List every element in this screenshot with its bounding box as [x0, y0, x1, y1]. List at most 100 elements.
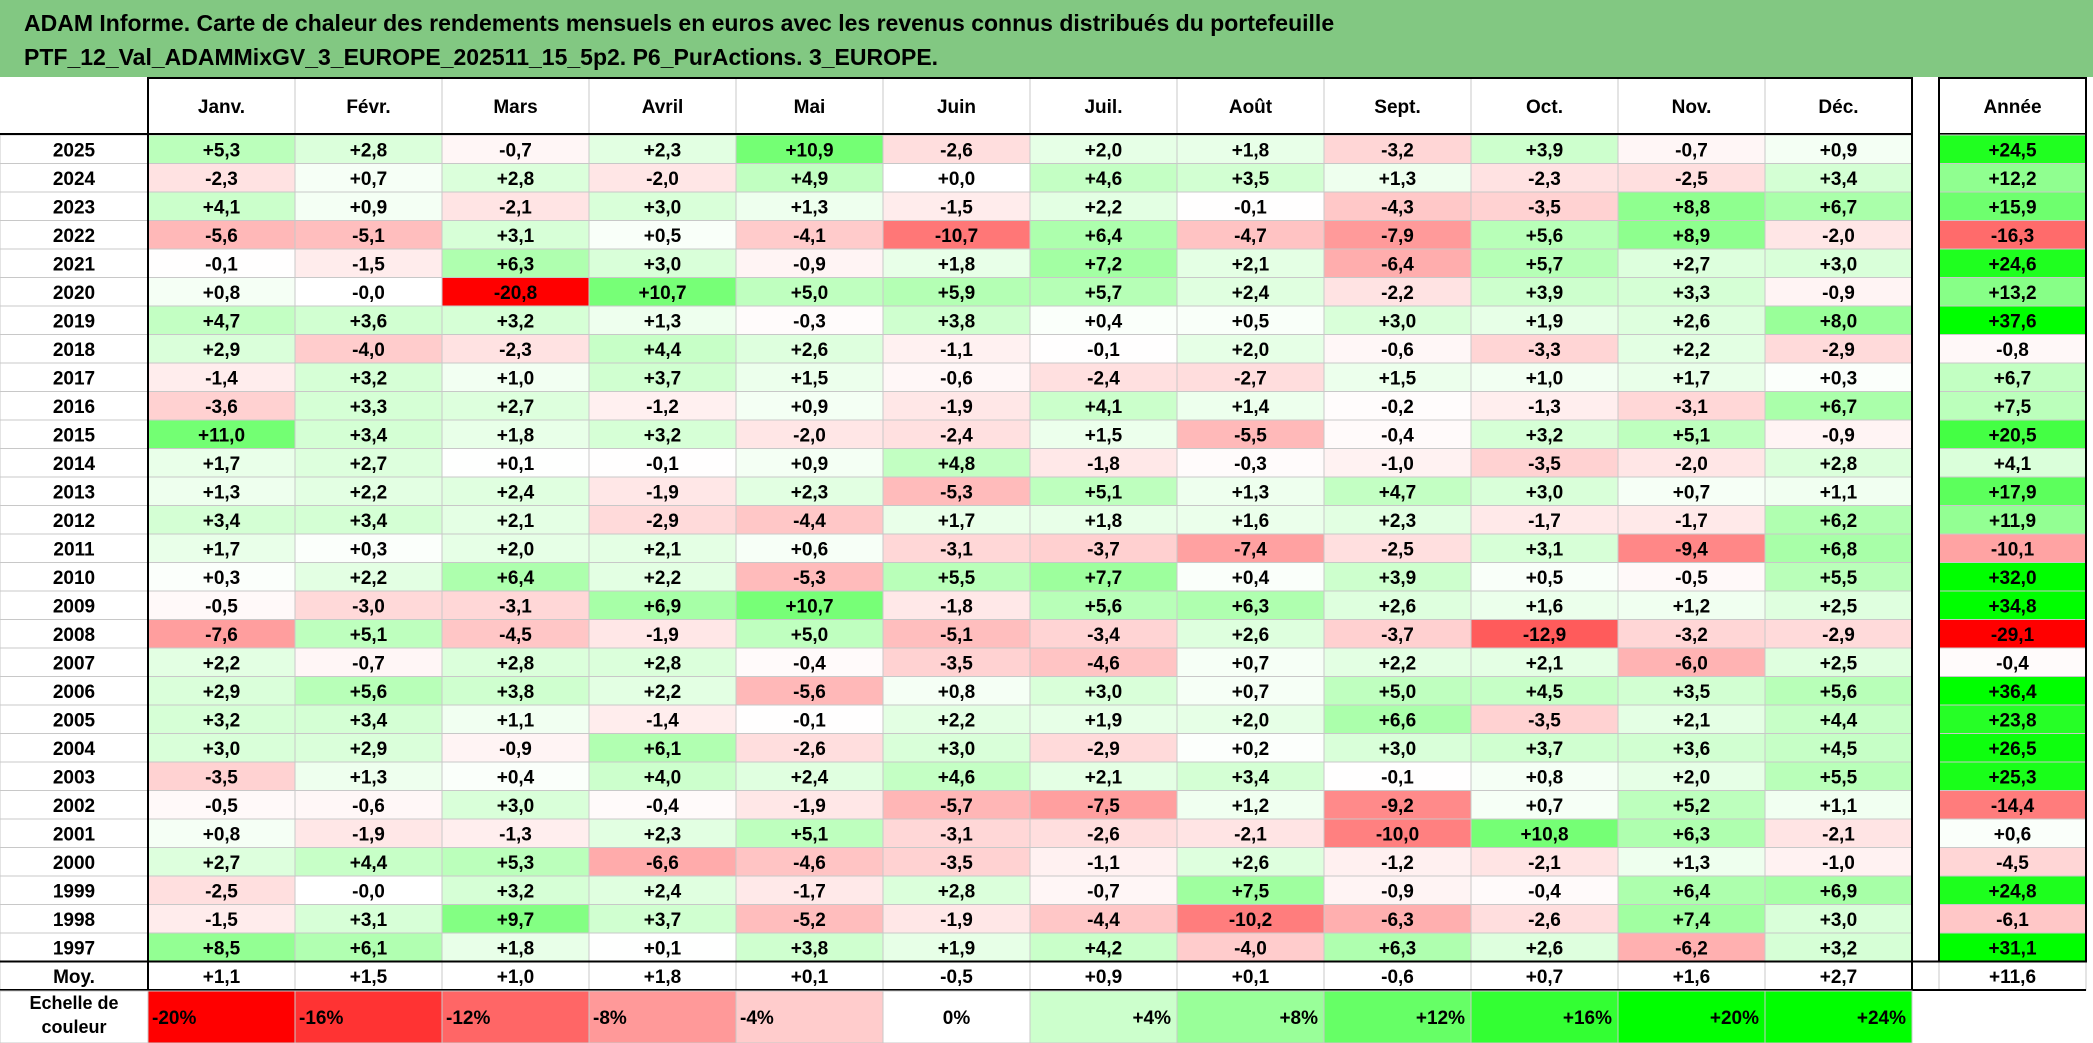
cell-value: -0,4: [793, 653, 826, 674]
heatmap-cell: [882, 619, 1031, 649]
annual-value: -29,1: [1991, 625, 2035, 646]
cell-value: +1,5: [1085, 425, 1123, 446]
heatmap-cell: [1470, 904, 1619, 934]
heatmap-cell: [1617, 647, 1766, 677]
year-cell: [0, 818, 149, 848]
cell-value: +2,1: [1526, 653, 1564, 674]
heatmap-cell: [1470, 448, 1619, 478]
annual-value: -6,1: [1996, 910, 2029, 931]
cell-value: +4,0: [644, 767, 682, 788]
heatmap-cell: [1176, 704, 1325, 734]
heatmap-cell: [1764, 875, 1913, 905]
cell-value: -2,0: [1675, 454, 1708, 475]
average-cell: [1470, 961, 1619, 991]
annual-header: Année: [1983, 97, 2041, 118]
cell-value: +3,0: [497, 796, 535, 817]
month-header-2: Mars: [493, 97, 537, 118]
cell-value: +3,2: [644, 425, 682, 446]
cell-value: -7,6: [205, 625, 238, 646]
heatmap-cell: [1323, 590, 1472, 620]
cell-value: +5,9: [938, 283, 976, 304]
cell-value: +2,0: [1085, 140, 1123, 161]
heatmap-cell: [1323, 818, 1472, 848]
cell-value: -1,5: [205, 910, 238, 931]
heatmap-cell: [294, 191, 443, 221]
heatmap-cell: [1470, 932, 1619, 962]
cell-value: +3,9: [1526, 283, 1564, 304]
heatmap-cell: [882, 818, 1031, 848]
heatmap-cell: [147, 220, 296, 250]
header-cell-0: [147, 77, 296, 135]
cell-value: +3,4: [1232, 767, 1270, 788]
cell-value: -1,4: [646, 710, 679, 731]
cell-value: -2,2: [1381, 283, 1414, 304]
annual-cell: [1938, 134, 2087, 164]
heatmap-cell: [735, 419, 884, 449]
heatmap-cell: [1617, 362, 1766, 392]
year-label: 2006: [53, 682, 95, 703]
cell-value: -1,1: [1087, 853, 1120, 874]
heatmap-cell: [294, 476, 443, 506]
annual-value: +26,5: [1988, 739, 2037, 760]
cell-value: +0,7: [350, 169, 388, 190]
cell-value: -3,5: [940, 653, 973, 674]
cell-value: +2,7: [350, 454, 388, 475]
heatmap-cell: [1176, 533, 1325, 563]
cell-value: +2,6: [1232, 853, 1270, 874]
heatmap-cell: [1617, 904, 1766, 934]
heatmap-table: Janv. Févr. Mars Avril Mai Juin Juil. Août Sept.…: [0, 77, 2087, 1043]
cell-value: +2,6: [791, 340, 829, 361]
year-label: 2005: [53, 710, 96, 731]
average-value: +1,1: [203, 967, 241, 988]
cell-value: -7,5: [1087, 796, 1120, 817]
cell-value: +2,8: [938, 881, 976, 902]
cell-value: -0,6: [1381, 340, 1414, 361]
cell-value: +1,9: [1085, 710, 1123, 731]
heatmap-cell: [147, 533, 296, 563]
heatmap-cell: [1323, 391, 1472, 421]
cell-value: -1,4: [205, 368, 238, 389]
heatmap-cell: [294, 733, 443, 763]
cell-value: +4,5: [1820, 739, 1858, 760]
heatmap-cell: [441, 733, 590, 763]
cell-value: -2,9: [1822, 625, 1855, 646]
year-label: 2007: [53, 653, 95, 674]
scale-swatch: [1617, 990, 1766, 1043]
cell-value: -0,5: [1675, 568, 1708, 589]
annual-value: +36,4: [1988, 682, 2037, 703]
cell-value: -0,1: [1381, 767, 1414, 788]
annual-value: +34,8: [1988, 596, 2036, 617]
annual-cell: [1938, 220, 2087, 250]
cell-value: +0,8: [203, 824, 241, 845]
cell-value: -2,0: [646, 169, 679, 190]
heatmap-cell: [1470, 505, 1619, 535]
cell-value: -2,3: [205, 169, 238, 190]
heatmap-cell: [1176, 391, 1325, 421]
cell-value: -6,2: [1675, 938, 1708, 959]
cell-value: -1,9: [940, 397, 973, 418]
annual-value: +13,2: [1988, 283, 2036, 304]
heatmap-cell: [1323, 676, 1472, 706]
cell-value: +5,6: [1526, 226, 1564, 247]
cell-value: +5,3: [203, 140, 241, 161]
heatmap-cell: [1323, 704, 1472, 734]
year-cell: [0, 248, 149, 278]
heatmap-cell: [588, 676, 737, 706]
cell-value: -0,7: [1087, 881, 1120, 902]
cell-value: +2,2: [938, 710, 976, 731]
cell-value: -5,7: [940, 796, 973, 817]
cell-value: +6,3: [1673, 824, 1711, 845]
cell-value: +3,0: [1085, 682, 1123, 703]
heatmap-cell: [441, 163, 590, 193]
heatmap-cell: [1470, 305, 1619, 335]
cell-value: -1,9: [940, 910, 973, 931]
cell-value: +4,1: [1085, 397, 1123, 418]
cell-value: -2,6: [1528, 910, 1561, 931]
cell-value: -3,5: [1528, 454, 1561, 475]
cell-value: +2,4: [644, 881, 682, 902]
heatmap-cell: [1764, 191, 1913, 221]
heatmap-cell: [1470, 391, 1619, 421]
cell-value: +6,2: [1820, 511, 1858, 532]
cell-value: +2,7: [497, 397, 535, 418]
heatmap-cell: [735, 562, 884, 592]
